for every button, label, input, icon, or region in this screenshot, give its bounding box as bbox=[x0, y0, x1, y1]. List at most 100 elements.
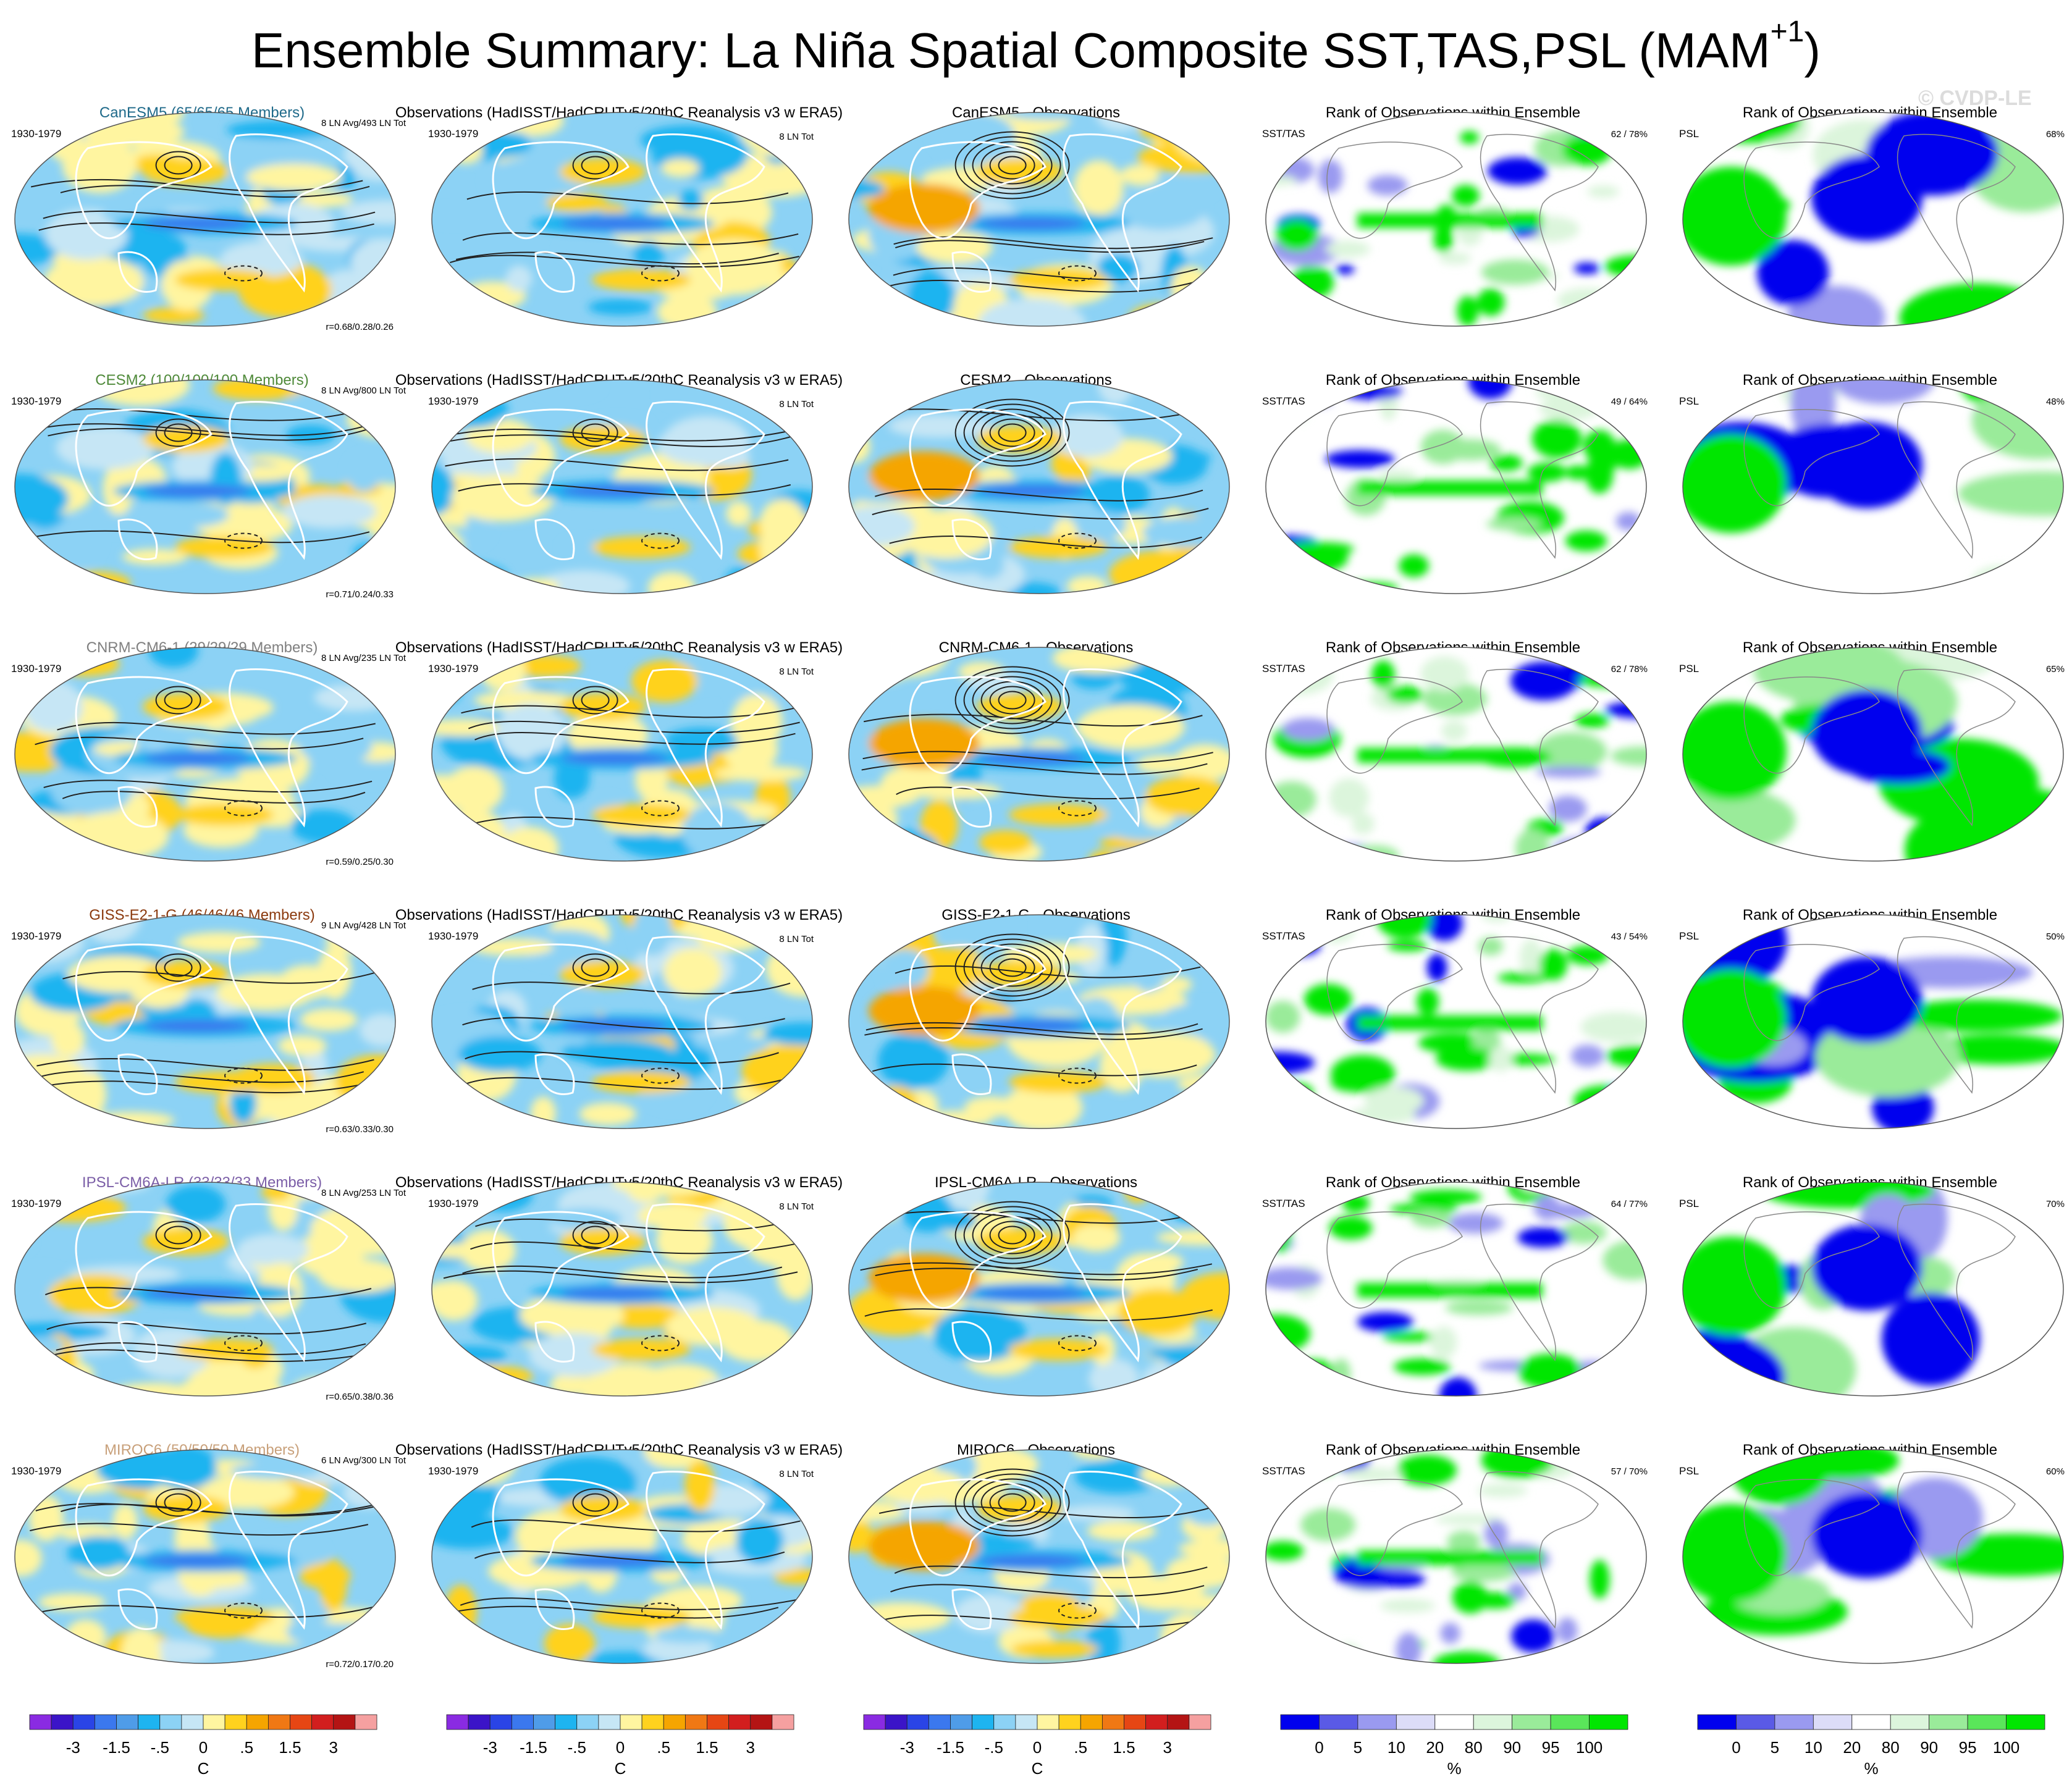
colorbar-tick-label: 10 bbox=[1805, 1738, 1822, 1757]
rank-field bbox=[1266, 112, 1646, 326]
ln-stats-label: 6 LN Avg/300 LN Tot bbox=[321, 1455, 406, 1466]
rank-percent-label: 50% bbox=[2046, 931, 2065, 942]
rank-percent-label: 68% bbox=[2046, 129, 2065, 140]
panel-difference: CESM2 - Observations bbox=[848, 372, 1230, 594]
colorbar-swatch bbox=[663, 1714, 686, 1730]
coastlines bbox=[1743, 401, 2016, 559]
coastlines bbox=[909, 1203, 1182, 1363]
psl-contours bbox=[30, 151, 376, 235]
temperature-map bbox=[431, 647, 813, 862]
obs-total-label: 8 LN Tot bbox=[779, 132, 814, 142]
colorbar-unit-label: % bbox=[1864, 1759, 1878, 1778]
colorbar-swatch bbox=[576, 1714, 599, 1730]
obs-total-label: 8 LN Tot bbox=[779, 399, 814, 410]
colorbar-tick-label: 90 bbox=[1503, 1738, 1521, 1757]
coastlines bbox=[492, 133, 765, 293]
watermark: © CVDP-LE bbox=[1918, 86, 2032, 110]
psl-contours bbox=[31, 953, 376, 1093]
colorbar-swatch bbox=[181, 1714, 204, 1730]
period-label: 1930-1979 bbox=[428, 128, 478, 140]
colorbar-tick-label: 90 bbox=[1920, 1738, 1938, 1757]
pattern-correlation-label: r=0.68/0.28/0.26 bbox=[326, 322, 394, 332]
panel-ensemble-mean: IPSL-CM6A-LR (33/33/33 Members)1930-1979… bbox=[11, 1174, 406, 1402]
colorbar-swatch bbox=[159, 1714, 182, 1730]
rank-percent-label: 43 / 54% bbox=[1611, 931, 1648, 942]
rank-colorbar-1: 0 5 10 20 80 90 95 100% bbox=[1280, 1714, 1628, 1778]
psl-contours bbox=[861, 666, 1213, 800]
colorbar-tick-label: .5 bbox=[240, 1738, 253, 1757]
colorbar-swatch bbox=[94, 1714, 117, 1730]
rank-percent-label: 57 / 70% bbox=[1611, 1466, 1648, 1477]
colorbar-swatch bbox=[684, 1714, 707, 1730]
pattern-correlation-label: r=0.63/0.33/0.30 bbox=[326, 1124, 394, 1135]
rank-field bbox=[1683, 112, 2063, 326]
rank-variable-label: SST/TAS bbox=[1262, 395, 1305, 407]
coastlines bbox=[909, 1471, 1182, 1630]
rank-map bbox=[1265, 1182, 1647, 1397]
coastlines bbox=[1326, 668, 1599, 826]
colorbar-tick-label: 1.5 bbox=[696, 1738, 718, 1757]
rank-variable-label: SST/TAS bbox=[1262, 930, 1305, 942]
main-title: Ensemble Summary: La Niña Spatial Compos… bbox=[251, 15, 1821, 78]
colorbar-swatch bbox=[1736, 1714, 1775, 1730]
colorbar-swatch bbox=[1512, 1714, 1551, 1730]
obs-total-label: 8 LN Tot bbox=[779, 666, 814, 677]
temperature-colorbar-1: -3 -1.5 -.5 0 .5 1.5 3 C bbox=[29, 1714, 377, 1778]
colorbar-swatch bbox=[928, 1714, 951, 1730]
map-border bbox=[1265, 379, 1647, 594]
colorbar-tick-label: 3 bbox=[746, 1738, 755, 1757]
period-label: 1930-1979 bbox=[11, 395, 61, 407]
map-border bbox=[1265, 1182, 1647, 1397]
colorbar-swatch bbox=[728, 1714, 751, 1730]
map-border bbox=[1682, 914, 2064, 1129]
colorbar-swatch bbox=[203, 1714, 225, 1730]
rank-variable-label: PSL bbox=[1679, 1198, 1699, 1209]
period-label: 1930-1979 bbox=[428, 930, 478, 942]
coastlines bbox=[492, 936, 765, 1095]
obs-total-label: 8 LN Tot bbox=[779, 1201, 814, 1212]
rank-percent-label: 62 / 78% bbox=[1611, 664, 1648, 675]
temperature-map bbox=[848, 112, 1230, 327]
colorbar-tick-label: 3 bbox=[1163, 1738, 1172, 1757]
rank-map bbox=[1265, 914, 1647, 1129]
rank-map bbox=[1682, 379, 2064, 594]
colorbar-swatch bbox=[1550, 1714, 1590, 1730]
colorbar-swatch bbox=[1967, 1714, 2007, 1730]
coastlines bbox=[909, 668, 1182, 828]
colorbar-swatch bbox=[950, 1714, 973, 1730]
rank-field bbox=[1266, 380, 1646, 594]
obs-total-label: 8 LN Tot bbox=[779, 1469, 814, 1479]
colorbar-tick-label: 20 bbox=[1426, 1738, 1444, 1757]
psl-contours bbox=[461, 686, 801, 830]
psl-contours bbox=[30, 1488, 381, 1618]
rank-field bbox=[1266, 915, 1646, 1128]
map-field bbox=[15, 647, 395, 861]
colorbar-swatch bbox=[1774, 1714, 1814, 1730]
map-border bbox=[431, 1449, 813, 1664]
coastlines bbox=[492, 668, 765, 828]
coastlines bbox=[1326, 133, 1599, 292]
coastlines bbox=[1326, 936, 1599, 1094]
map-border bbox=[1682, 379, 2064, 594]
colorbar-tick-label: 5 bbox=[1354, 1738, 1362, 1757]
rank-percent-label: 60% bbox=[2046, 1466, 2065, 1477]
map-field bbox=[849, 380, 1229, 594]
colorbar-swatch bbox=[750, 1714, 773, 1730]
colorbar-swatch bbox=[707, 1714, 730, 1730]
panel-difference: MIROC6 - Observations bbox=[848, 1442, 1230, 1664]
colorbar-swatch bbox=[1124, 1714, 1147, 1730]
temperature-colorbar-3: -3 -1.5 -.5 0 .5 1.5 3 C bbox=[863, 1714, 1211, 1778]
colorbar-swatch bbox=[1851, 1714, 1891, 1730]
colorbar-tick-label: 3 bbox=[329, 1738, 338, 1757]
coastlines bbox=[75, 668, 348, 828]
map-border bbox=[1682, 112, 2064, 327]
colorbar-tick-label: 100 bbox=[1993, 1738, 2019, 1757]
map-border bbox=[1265, 914, 1647, 1129]
psl-contours bbox=[35, 686, 376, 804]
temperature-map bbox=[14, 647, 396, 862]
colorbar-unit-label: C bbox=[1032, 1759, 1043, 1778]
